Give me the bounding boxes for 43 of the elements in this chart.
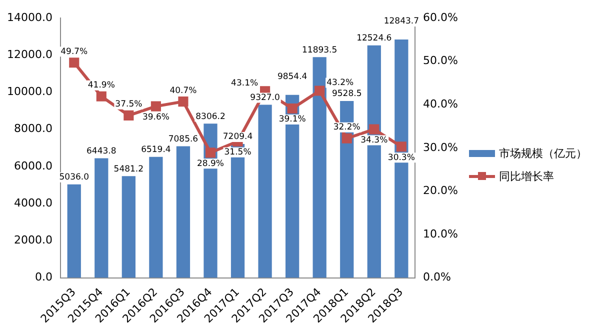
data-label: 31.5% [224,148,252,158]
y2-tick-label: 60.0% [423,10,458,24]
data-label: 30.3% [388,152,415,163]
data-label: 5481.2 [114,164,144,174]
data-label: 8306.2 [196,112,226,122]
data-label: 9528.5 [332,89,362,100]
data-label: 9854.4 [277,72,308,82]
data-label: 39.6% [142,112,170,123]
y-tick-label: 10000.0 [6,85,52,98]
y-tick-label: 4000.0 [14,196,52,210]
data-label: 43.1% [231,78,258,88]
data-label: 9327.0 [250,92,280,103]
data-label: 6443.8 [86,146,116,156]
y2-tick-label: 0.0% [423,270,452,284]
y-tick-label: 0.0 [34,270,52,284]
data-label: 11893.5 [302,45,338,56]
y-tick-label: 6000.0 [14,159,52,172]
y2-tick-label: 20.0% [423,184,458,198]
data-label: 37.5% [115,100,142,110]
data-label: 39.1% [278,114,306,125]
data-label: 49.7% [60,46,88,57]
data-label: 7085.6 [168,134,198,145]
y-tick-label: 14000.0 [6,10,52,24]
data-label: 40.7% [170,86,197,96]
data-label: 6519.4 [141,145,171,156]
data-label: 12843.7 [384,16,419,27]
y-tick-label: 8000.0 [14,122,52,136]
data-label: 5036.0 [59,172,89,183]
legend-label: 同比增长率 [499,168,554,184]
y2-tick-label: 40.0% [423,97,458,110]
data-label: 32.2% [333,122,360,133]
data-label: 7209.4 [222,132,253,142]
y-tick-label: 12000.0 [6,48,52,61]
y2-tick-label: 10.0% [423,227,458,240]
data-label: 28.9% [196,158,224,169]
data-label: 43.2% [326,78,354,88]
legend-label: 市场规模（亿元） [499,146,587,160]
y2-tick-label: 30.0% [423,140,458,154]
y2-tick-label: 50.0% [423,54,458,68]
y-tick-label: 2000.0 [14,234,52,247]
data-label: 34.3% [360,135,388,146]
data-label: 12524.6 [356,34,392,44]
data-label: 41.9% [88,80,115,91]
